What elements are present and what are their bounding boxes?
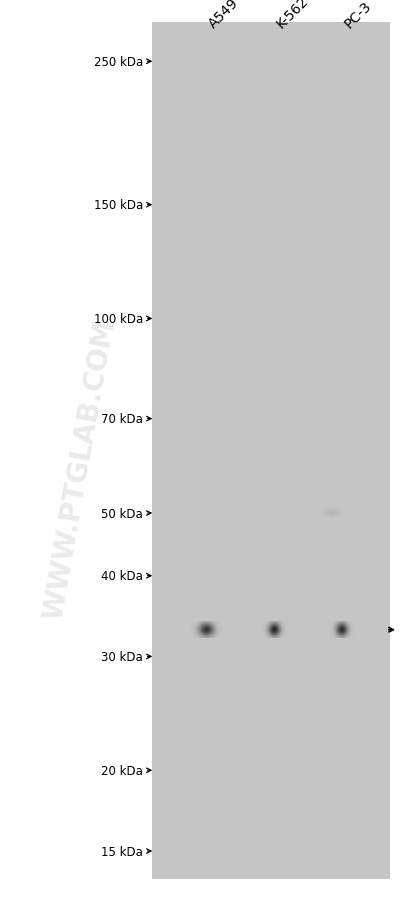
Text: 15 kDa: 15 kDa xyxy=(101,844,143,858)
Text: K-562: K-562 xyxy=(274,0,311,32)
Text: WWW.PTGLAB.COM: WWW.PTGLAB.COM xyxy=(40,317,120,621)
Text: 30 kDa: 30 kDa xyxy=(102,650,143,663)
Bar xyxy=(152,23,390,879)
Text: 100 kDa: 100 kDa xyxy=(94,313,143,326)
Text: PC-3: PC-3 xyxy=(342,0,374,32)
Text: 50 kDa: 50 kDa xyxy=(102,507,143,520)
Text: A549: A549 xyxy=(206,0,241,32)
Text: 40 kDa: 40 kDa xyxy=(101,569,143,583)
Text: 20 kDa: 20 kDa xyxy=(101,764,143,777)
Text: 70 kDa: 70 kDa xyxy=(101,412,143,426)
Text: 250 kDa: 250 kDa xyxy=(94,56,143,69)
Text: 150 kDa: 150 kDa xyxy=(94,199,143,212)
